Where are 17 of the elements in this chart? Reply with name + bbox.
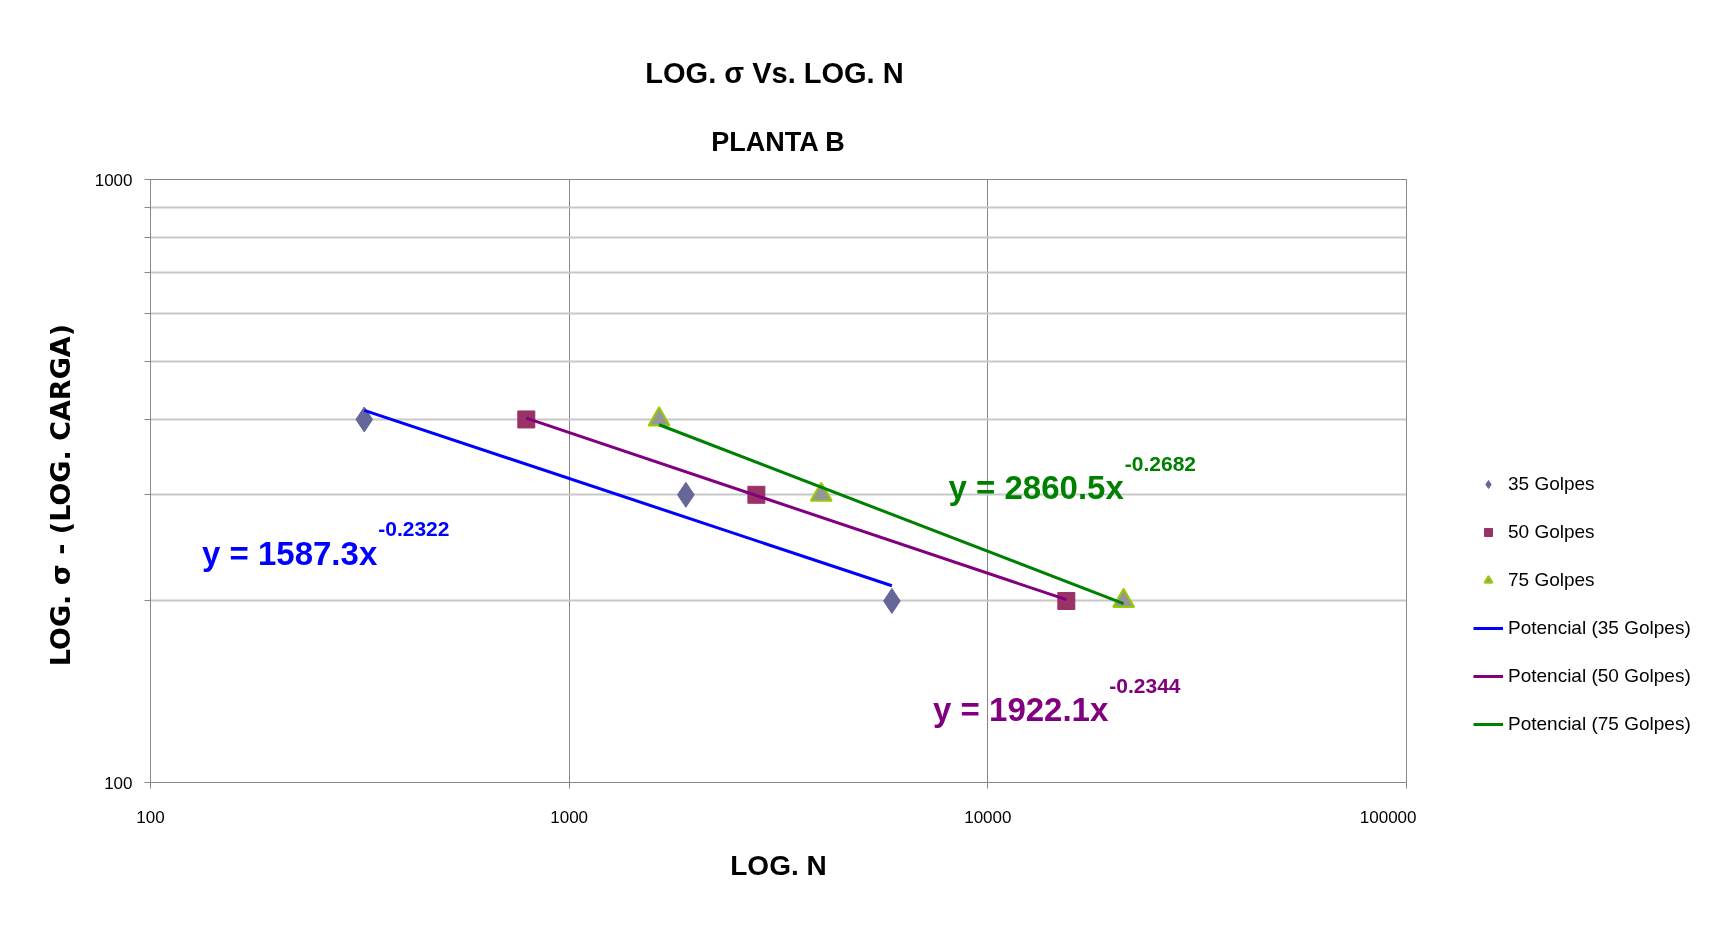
x-tick-label: 100 bbox=[136, 807, 165, 827]
legend-label: Potencial (75 Golpes) bbox=[1508, 713, 1691, 735]
annotation: y = 1587.3x-0.2322 bbox=[201, 517, 450, 572]
legend-label: Potencial (35 Golpes) bbox=[1508, 617, 1691, 639]
legend-label: Potencial (50 Golpes) bbox=[1508, 665, 1691, 687]
annotation: y = 1922.1x-0.2344 bbox=[933, 673, 1181, 729]
chart-title: LOG. σ Vs. LOG. N bbox=[645, 56, 904, 89]
chart-subtitle: PLANTA B bbox=[711, 127, 845, 157]
x-tick-label: 1000 bbox=[550, 807, 589, 827]
legend-label: 35 Golpes bbox=[1508, 473, 1595, 495]
x-tick-label: 10000 bbox=[964, 807, 1012, 827]
legend-label: 50 Golpes bbox=[1508, 521, 1595, 543]
y-axis-title: LOG. σ - (LOG. CARGA) bbox=[44, 323, 76, 667]
annotation: y = 2860.5x-0.2682 bbox=[948, 451, 1197, 507]
x-tick-label: 100000 bbox=[1359, 807, 1417, 827]
x-axis-title: LOG. N bbox=[730, 849, 827, 881]
legend-label: 75 Golpes bbox=[1508, 569, 1595, 591]
